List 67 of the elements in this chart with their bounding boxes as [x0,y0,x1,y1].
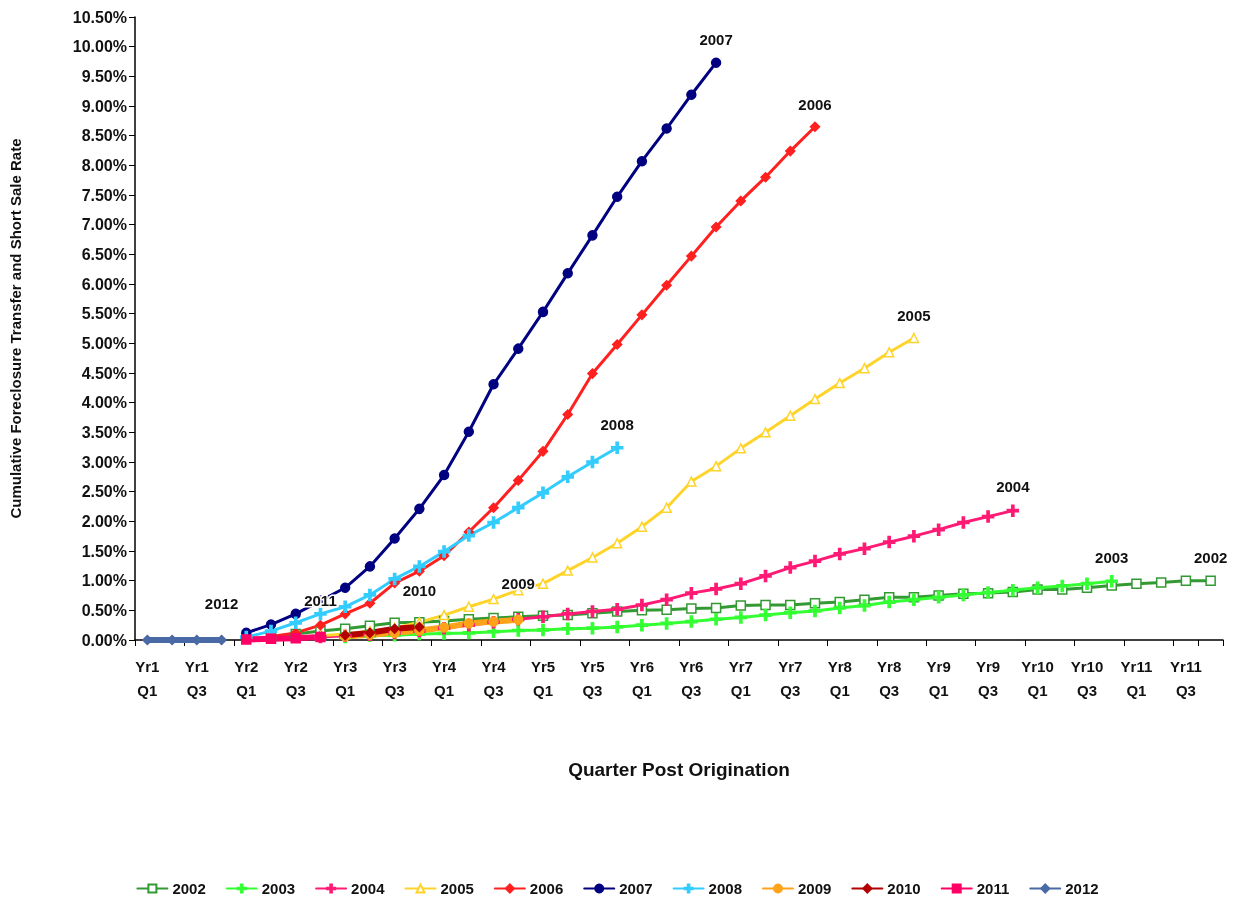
text: 2006 [798,95,832,113]
y-tick-label: 5.00% [81,334,127,352]
text: 2010 [402,581,437,599]
y-tick-label: 4.00% [81,394,127,412]
x-tick-label: Yr11 Q1 [1120,657,1153,699]
text: 2012 [204,594,239,612]
y-tick-label: 10.50% [72,8,127,26]
y-tick-label: 8.00% [81,156,127,174]
legend-label: 2012 [1065,880,1099,897]
x-tick-label: Yr6 Q3 [679,657,704,699]
text: 2008 [600,415,634,433]
y-tick-label: 0.00% [81,631,127,649]
x-tick-label: Yr5 Q3 [580,657,605,699]
text: 2007 [699,31,733,49]
x-tick-label: Yr9 Q1 [926,657,951,699]
y-tick-label: 4.50% [81,364,127,382]
x-tick-label: Yr3 Q3 [382,657,407,699]
x-tick-label: Yr7 Q1 [728,657,753,699]
x-tick-label: Yr8 Q3 [877,657,902,699]
x-tick-label: Yr7 Q3 [778,657,803,699]
text: 2005 [897,306,931,324]
legend-label: 2005 [440,880,474,897]
x-tick-label: Yr3 Q1 [333,657,358,699]
y-tick-label: 6.50% [81,245,127,263]
y-tick-label: 2.50% [81,483,127,501]
y-tick-label: 7.50% [81,186,127,204]
y-tick-label: 1.00% [81,572,127,590]
x-tick-label: Yr2 Q1 [234,657,259,699]
y-tick-label: 3.00% [81,453,127,471]
x-axis-title: Quarter Post Origination [568,759,790,780]
legend-label: 2006 [529,880,564,897]
y-tick-label: 9.00% [81,97,127,115]
text: 2003 [1095,549,1129,567]
y-tick-label: 6.00% [81,275,127,293]
y-axis-title: Cumulative Foreclosure Transfer and Short Sale Rate [7,138,24,519]
y-tick-label: 10.00% [72,38,127,56]
x-tick-label: Yr4 Q1 [432,657,457,699]
y-tick-label: 1.50% [81,542,127,560]
y-tick-label: 5.50% [81,305,127,323]
x-tick-label: Yr1 Q1 [135,657,160,699]
y-tick-label: 7.00% [81,216,127,234]
x-tick-label: Yr4 Q3 [481,657,507,699]
x-tick-label: Yr8 Q1 [827,657,852,699]
text: 2009 [501,574,535,592]
x-tick-label: Yr9 Q3 [976,657,1001,699]
x-tick-label: Yr10 Q3 [1070,657,1104,699]
legend-label: 2011 [976,880,1010,897]
legend-label: 2002 [172,880,206,897]
x-tick-label: Yr6 Q1 [629,657,654,699]
text: 2004 [996,478,1030,496]
y-tick-label: 2.00% [81,512,127,530]
legend-label: 2008 [708,880,742,897]
legend-label: 2004 [351,880,386,897]
x-tick-label: Yr1 Q3 [184,657,209,699]
x-tick-label: Yr5 Q1 [530,657,556,699]
legend-label: 2007 [619,880,653,897]
y-tick-label: 0.50% [81,601,127,619]
x-tick-label: Yr2 Q3 [283,657,308,699]
x-tick-label: Yr10 Q1 [1021,657,1054,699]
legend-label: 2010 [887,880,921,897]
legend-label: 2009 [797,880,832,897]
legend-label: 2003 [261,880,296,897]
y-tick-label: 3.50% [81,423,127,441]
y-tick-label: 8.50% [81,127,127,145]
text: 2002 [1193,549,1228,567]
y-tick-label: 9.50% [81,67,127,85]
x-tick-label: Yr11 Q3 [1170,657,1202,699]
